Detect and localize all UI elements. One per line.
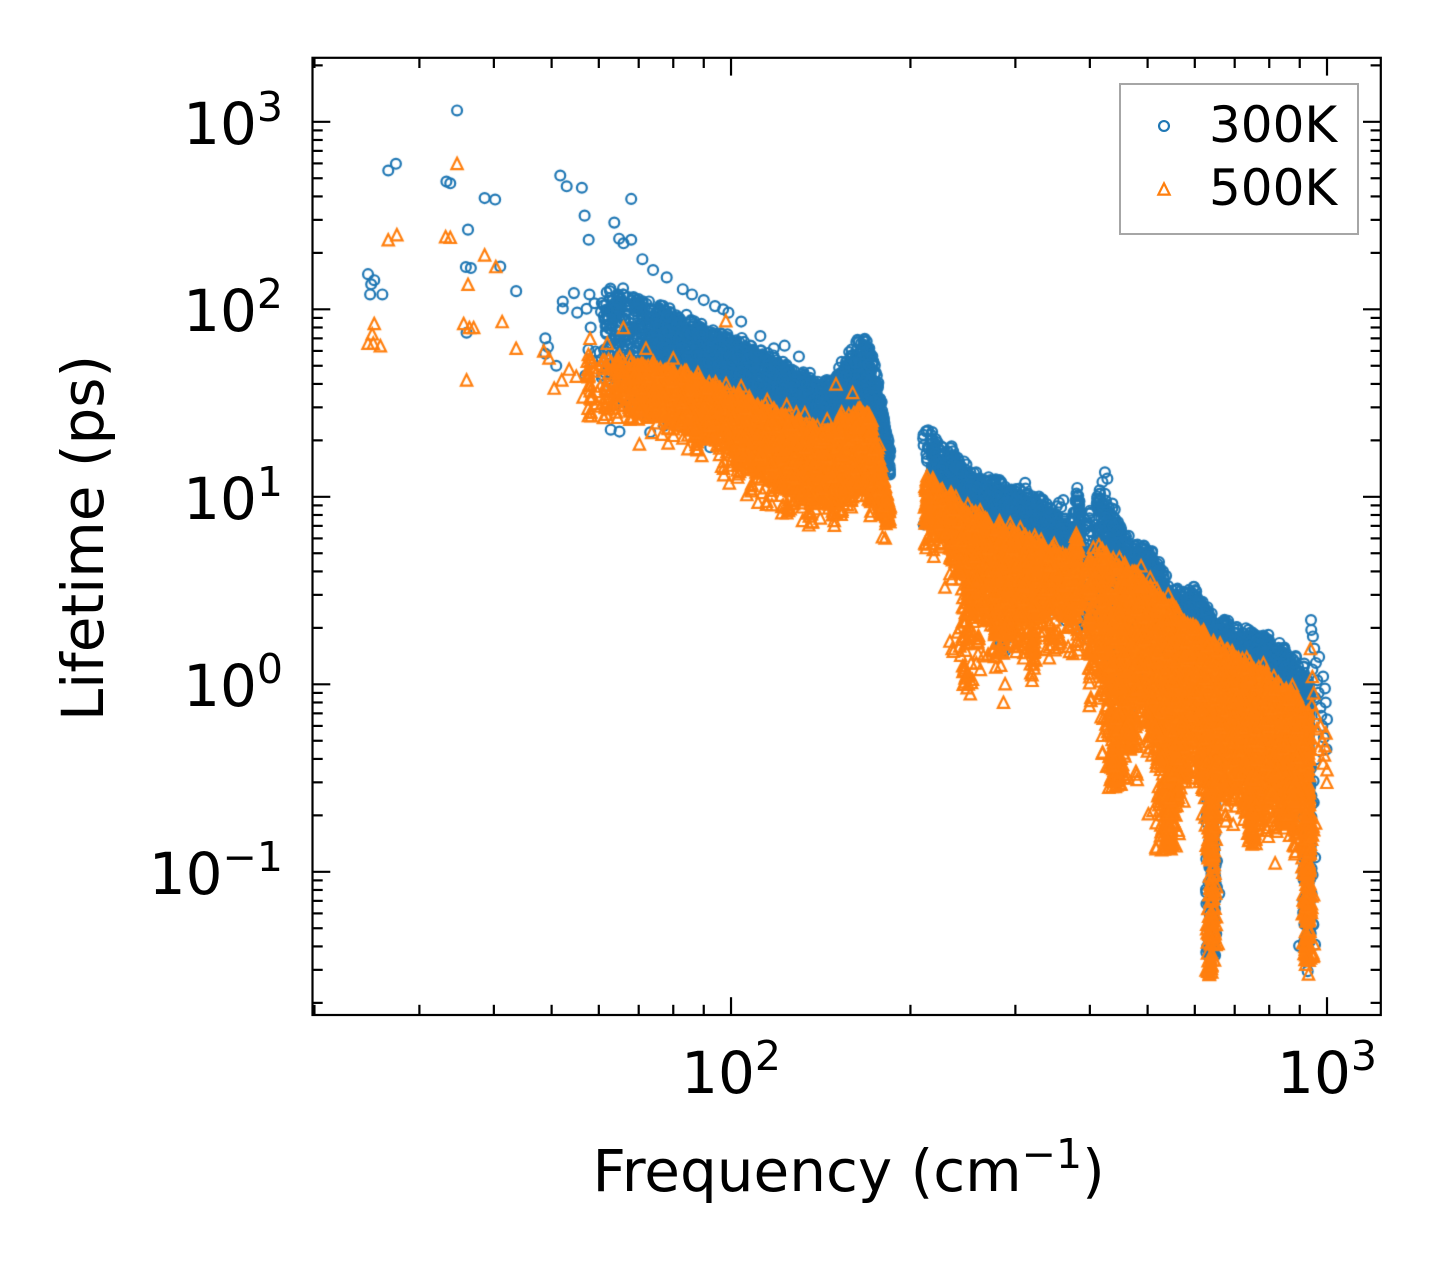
y-axis-label: Lifetime (ps) [48, 354, 117, 721]
legend: 300K 500K [1119, 83, 1359, 235]
y-tick-label-10e-1: 10−1 [148, 832, 283, 908]
legend-label-500K: 500K [1209, 159, 1338, 218]
x-tick-label-10e3: 103 [1277, 1032, 1377, 1107]
legend-label-300K: 300K [1209, 96, 1338, 154]
y-tick-label-10e2: 102 [183, 270, 283, 346]
plot-frame [311, 56, 1382, 1017]
y-tick-label-10e0: 100 [183, 645, 283, 721]
y-tick-label-10e3: 103 [183, 82, 283, 158]
x-axis-label: Frequency (cm−1) [592, 1130, 1105, 1205]
legend-marker-triangle [1156, 180, 1171, 196]
legend-marker-circle [1157, 119, 1170, 132]
x-tick-label-10e2: 102 [681, 1032, 781, 1107]
y-tick-label-10e1: 101 [183, 457, 283, 533]
